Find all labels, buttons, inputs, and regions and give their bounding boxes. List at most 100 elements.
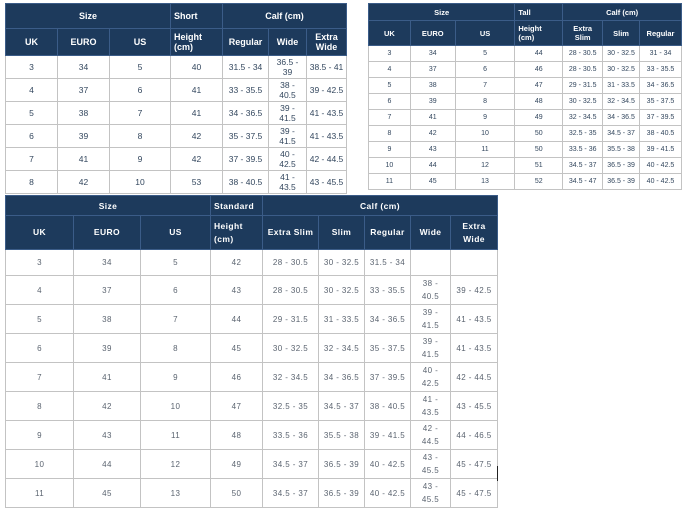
table-cell: 8 — [368, 125, 411, 142]
table-row: 3 34 5 42 28 - 30.5 30 - 32.5 31.5 - 34 — [5, 249, 498, 276]
size-group-header: Size — [5, 3, 171, 29]
table-cell: 11 — [454, 141, 516, 158]
table-cell: 9 — [140, 362, 211, 392]
column-header-regular: Regular — [222, 28, 269, 56]
table-cell: 43 - 45.5 — [306, 170, 347, 194]
table-cell: 42 — [170, 147, 223, 171]
table-row: 6 39 8 48 30 - 32.5 32 - 34.5 35 - 37.5 — [368, 93, 682, 110]
table-cell: 43 - 45.5 — [450, 391, 498, 421]
size-table-standard: Size Standard Calf (cm) UK EURO US Height (cm)… — [5, 195, 498, 508]
table-cell: 39 - 41.5 — [364, 420, 411, 450]
column-header-euro: EURO — [73, 215, 141, 250]
column-header-us: US — [140, 215, 211, 250]
table-cell: 43 — [210, 275, 263, 305]
table-cell: 35 - 37.5 — [639, 93, 682, 110]
table-cell: 33 - 35.5 — [222, 78, 269, 102]
table-cell: 12 — [454, 157, 516, 174]
size-group-header: Size — [367, 3, 516, 21]
table-row: 9 43 11 50 33.5 - 36 35.5 - 38 39 - 41.5 — [368, 141, 682, 158]
table-cell: 39 - 41.5 — [268, 124, 307, 148]
table-cell: 37 - 39.5 — [222, 147, 269, 171]
table-cell: 28 - 30.5 — [262, 275, 319, 305]
table-cell: 41 - 43.5 — [450, 333, 498, 363]
table-cell: 8 — [5, 170, 58, 194]
table-cell: 32.5 - 35 — [262, 391, 319, 421]
column-header-extra-wide: Extra Wide — [450, 215, 498, 250]
table-row: 11 45 13 52 34.5 - 47 36.5 - 39 40 - 42.5 — [368, 173, 682, 190]
table-cell: 40 - 42.5 — [364, 449, 411, 479]
table-cell — [450, 249, 498, 276]
column-header-us: US — [109, 28, 171, 56]
table-cell: 43 - 45.5 — [410, 478, 451, 508]
table-cell: 34.5 - 37 — [262, 478, 319, 508]
size-chart-page: { "colors": { "header_background": "#1d3… — [5, 3, 682, 508]
column-header-euro: EURO — [409, 20, 456, 46]
table-header: Size Tall Calf (cm) UK EURO US Height (cm) Extr… — [367, 3, 682, 46]
table-cell: 42 — [73, 391, 141, 421]
table-cell: 6 — [5, 333, 74, 363]
table-cell: 41 — [170, 78, 223, 102]
table-cell: 40 - 42.5 — [639, 157, 682, 174]
table-cell: 44 - 46.5 — [450, 420, 498, 450]
table-cell: 41 - 43.5 — [450, 304, 498, 334]
table-cell: 11 — [5, 478, 74, 508]
table-cell: 42 - 44.5 — [410, 420, 451, 450]
table-cell — [410, 249, 451, 276]
table-cell: 12 — [140, 449, 211, 479]
table-cell: 49 — [210, 449, 263, 479]
table-cell: 37 — [409, 61, 456, 78]
table-row: 4 37 6 43 28 - 30.5 30 - 32.5 33 - 35.5 38 - 40… — [5, 275, 498, 305]
table-cell: 10 — [368, 157, 411, 174]
table-cell: 45 - 47.5 — [450, 478, 498, 508]
table-cell: 45 — [73, 478, 141, 508]
height-column-header: Height (cm) — [514, 20, 564, 46]
table-cell: 9 — [109, 147, 171, 171]
column-header-wide: Wide — [410, 215, 451, 250]
table-cell: 35 - 37.5 — [364, 333, 411, 363]
table-cell: 34 - 36.5 — [364, 304, 411, 334]
table-row: 8 42 10 47 32.5 - 35 34.5 - 37 38 - 40.5 41 - 4… — [5, 391, 498, 421]
table-cell: 34.5 - 47 — [562, 173, 604, 190]
table-cell: 31 - 33.5 — [318, 304, 365, 334]
table-cell: 7 — [140, 304, 211, 334]
column-header-uk: UK — [5, 215, 74, 250]
table-cell: 45 — [409, 173, 456, 190]
table-cell: 39 - 41.5 — [410, 304, 451, 334]
table-cell: 33 - 35.5 — [364, 275, 411, 305]
table-cell: 8 — [109, 124, 171, 148]
table-cell: 34 - 36.5 — [318, 362, 365, 392]
calf-group-header: Calf (cm) — [222, 3, 347, 29]
table-cell: 39 — [57, 124, 110, 148]
calf-group-header: Calf (cm) — [262, 195, 498, 216]
table-cell: 38 - 40.5 — [222, 170, 269, 194]
table-cell: 29 - 31.5 — [262, 304, 319, 334]
table-cell: 43 — [73, 420, 141, 450]
fit-label-standard: Standard — [210, 195, 263, 216]
table-cell: 8 — [5, 391, 74, 421]
table-row: 6 39 8 45 30 - 32.5 32 - 34.5 35 - 37.5 39 - 41… — [5, 333, 498, 363]
height-column-header: Height (cm) — [210, 215, 263, 250]
table-header: Size Short Calf (cm) UK EURO US Height (cm) Reg… — [5, 3, 347, 56]
column-header-slim: Slim — [602, 20, 640, 46]
table-cell: 5 — [140, 249, 211, 276]
table-cell: 42 — [210, 249, 263, 276]
table-cell: 41 — [409, 109, 456, 126]
standard-boots-size-table-container: Size Standard Calf (cm) UK EURO US Height (cm)… — [5, 195, 498, 508]
table-cell: 50 — [514, 141, 564, 158]
table-cell: 30 - 32.5 — [562, 93, 604, 110]
table-cell: 47 — [210, 391, 263, 421]
text-cursor — [497, 466, 498, 481]
table-cell: 6 — [368, 93, 411, 110]
table-cell: 38 — [57, 101, 110, 125]
table-cell: 34 - 36.5 — [639, 77, 682, 94]
table-row: 4 37 6 46 28 - 30.5 30 - 32.5 33 - 35.5 — [368, 61, 682, 78]
table-body: 3 34 5 44 28 - 30.5 30 - 32.5 31 - 34 4 37 6 46 28 … — [368, 45, 682, 190]
column-header-extra-wide: Extra Wide — [306, 28, 347, 56]
table-cell: 38 - 40.5 — [410, 275, 451, 305]
table-cell: 34.5 - 37 — [262, 449, 319, 479]
table-cell: 38 - 40.5 — [639, 125, 682, 142]
table-cell: 34.5 - 37 — [562, 157, 604, 174]
table-body: 3 34 5 42 28 - 30.5 30 - 32.5 31.5 - 34 4 37 6 43 2… — [5, 249, 498, 508]
table-cell: 10 — [140, 391, 211, 421]
table-cell: 31.5 - 34 — [222, 55, 269, 79]
